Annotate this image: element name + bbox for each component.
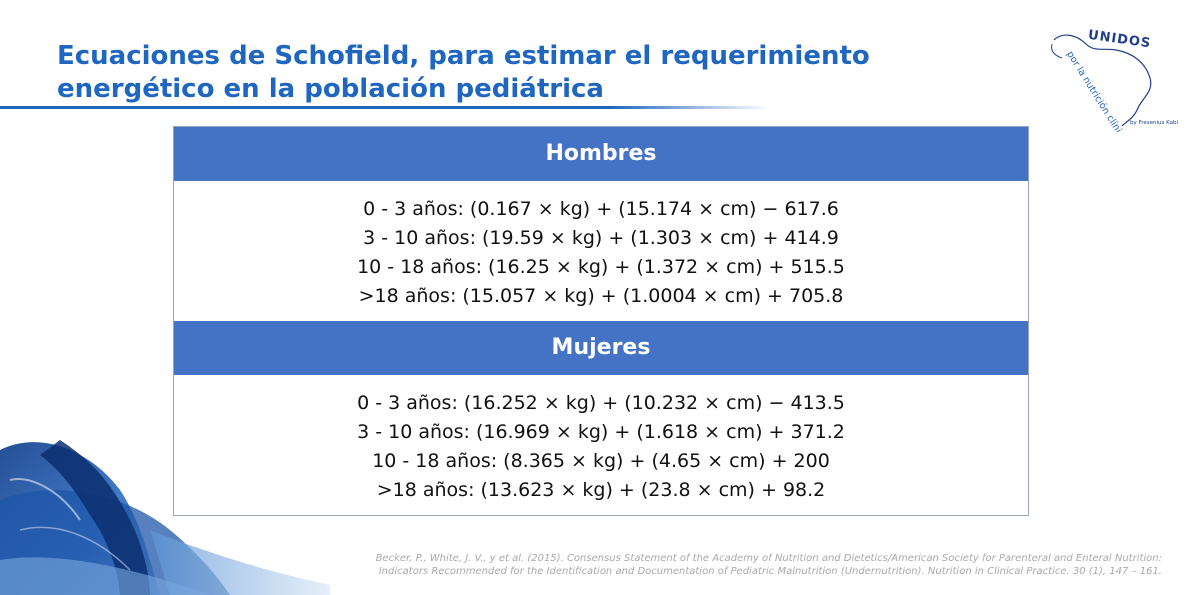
continent-outline-icon [1053, 34, 1152, 127]
formula-row: >18 años: (13.623 × kg) + (23.8 × cm) + … [376, 479, 826, 501]
formula-row: 10 - 18 años: (8.365 × kg) + (4.65 × cm)… [372, 450, 830, 472]
title-underline-fade [610, 106, 770, 109]
formula-row: 10 - 18 años: (16.25 × kg) + (1.372 × cm… [357, 256, 845, 278]
section-body-hombres: 0 - 3 años: (0.167 × kg) + (15.174 × cm)… [174, 181, 1028, 321]
brush-stroke-decoration [0, 440, 330, 595]
logo-tagline: por la nutrición clínica [1064, 49, 1129, 132]
citation: Becker, P., White, J. V., y et al. (2015… [262, 552, 1162, 578]
title-line-2: energético en la población pediátrica [57, 74, 604, 104]
title-underline [0, 106, 610, 109]
section-header-mujeres: Mujeres [174, 321, 1028, 375]
schofield-table: Hombres 0 - 3 años: (0.167 × kg) + (15.1… [173, 126, 1029, 516]
slide-title: Ecuaciones de Schofield, para estimar el… [57, 40, 957, 106]
title-line-1: Ecuaciones de Schofield, para estimar el… [57, 41, 870, 71]
formula-row: 3 - 10 años: (16.969 × kg) + (1.618 × cm… [357, 421, 845, 443]
formula-row: >18 años: (15.057 × kg) + (1.0004 × cm) … [358, 285, 844, 307]
formula-row: 0 - 3 años: (16.252 × kg) + (10.232 × cm… [357, 392, 845, 414]
citation-line-1: Becker, P., White, J. V., y et al. (2015… [375, 553, 1162, 564]
citation-line-2: Indicators Recommended for the Identific… [378, 566, 1162, 577]
section-header-hombres: Hombres [174, 127, 1028, 181]
formula-row: 3 - 10 años: (19.59 × kg) + (1.303 × cm)… [363, 227, 839, 249]
unidos-logo: UNIDOS por la nutrición clínica by Frese… [1051, 28, 1179, 132]
section-body-mujeres: 0 - 3 años: (16.252 × kg) + (10.232 × cm… [174, 375, 1028, 515]
logo-word: UNIDOS [1087, 28, 1152, 52]
formula-row: 0 - 3 años: (0.167 × kg) + (15.174 × cm)… [363, 198, 839, 220]
logo-byline: by Fresenius Kabi [1130, 120, 1179, 126]
